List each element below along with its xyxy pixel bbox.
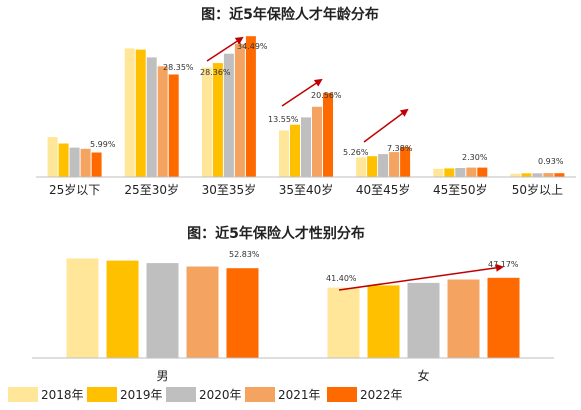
age-data-label-5.26: 5.26% xyxy=(343,148,369,157)
age-x-tick: 30至35岁 xyxy=(202,182,257,197)
age-bar-2-2 xyxy=(223,53,234,178)
age-bar-1-0 xyxy=(124,48,135,178)
age-trend-arrow-35-40 xyxy=(281,78,323,107)
age-data-label-34.49: 34.49% xyxy=(237,42,268,51)
age-bar-0-2 xyxy=(69,147,80,177)
gender-data-label-52.83: 52.83% xyxy=(229,250,260,259)
gender-bar-1-4 xyxy=(487,277,520,358)
age-bar-3-1 xyxy=(290,124,300,177)
age-data-label-2.30: 2.30% xyxy=(462,153,488,162)
age-bar-4-1 xyxy=(367,156,378,177)
legend-swatch-2018年 xyxy=(8,387,38,402)
age-bar-2-3 xyxy=(234,43,245,178)
age-bar-4-0 xyxy=(356,157,367,177)
age-bar-1-4 xyxy=(168,74,179,177)
gender-bar-0-0 xyxy=(66,258,99,358)
age-data-label-5.99: 5.99% xyxy=(90,140,116,149)
age-bar-5-4 xyxy=(477,167,488,177)
age-bar-0-3 xyxy=(80,148,91,177)
age-bar-4-2 xyxy=(378,154,389,177)
age-chart-title: 图：近5年保险人才年龄分布 xyxy=(201,6,379,23)
age-bar-5-0 xyxy=(433,168,444,177)
age-bar-0-0 xyxy=(47,137,58,177)
age-bar-2-4 xyxy=(245,36,256,178)
gender-bar-0-2 xyxy=(146,263,179,358)
gender-data-label-41.40: 41.40% xyxy=(326,274,357,283)
age-bar-1-2 xyxy=(146,57,157,177)
age-bar-6-2 xyxy=(532,173,543,177)
gender-bar-0-1 xyxy=(106,260,139,358)
legend-swatch-2021年 xyxy=(245,387,275,402)
legend-swatch-2020年 xyxy=(166,387,196,402)
age-bar-6-0 xyxy=(510,173,521,177)
gender-chart-plot: 男女 xyxy=(32,258,554,383)
gender-bar-1-2 xyxy=(407,282,440,358)
age-data-label-7.38: 7.38% xyxy=(387,144,413,153)
gender-trend-arrow xyxy=(338,263,504,291)
age-bar-5-2 xyxy=(455,168,466,177)
age-bar-3-4 xyxy=(323,93,333,177)
age-chart-data-labels: 5.99% 28.35% 28.36% 34.49% 13.55% 20.56%… xyxy=(90,42,564,166)
gender-bar-0-4 xyxy=(226,268,259,358)
age-bar-2-1 xyxy=(212,63,223,177)
age-data-label-0.93: 0.93% xyxy=(538,157,564,166)
age-data-label-20.56: 20.56% xyxy=(311,91,342,100)
age-chart-plot: 25岁以下 25至30岁 30至35岁 35至40岁 40至45岁 45至50岁 50岁以上 xyxy=(36,36,576,197)
age-bar-4-3 xyxy=(389,152,400,177)
age-bar-1-1 xyxy=(135,49,146,177)
age-bar-0-4 xyxy=(91,152,102,177)
legend-label-2018年: 2018年 xyxy=(41,388,84,402)
legend: 2018年 2019年 2020年 2021年 2022年 xyxy=(8,387,403,402)
age-bar-0-1 xyxy=(58,143,69,177)
age-data-label-13.55: 13.55% xyxy=(268,115,299,124)
gender-chart-data-labels: 52.83% 41.40% 47.17% xyxy=(229,250,519,283)
age-bar-6-3 xyxy=(543,173,554,177)
age-x-tick: 35至40岁 xyxy=(279,182,334,197)
legend-label-2021年: 2021年 xyxy=(278,388,321,402)
age-x-tick: 40至45岁 xyxy=(356,182,411,197)
age-bar-6-1 xyxy=(521,173,532,177)
gender-bar-0-3 xyxy=(186,266,219,358)
gender-bar-1-1 xyxy=(367,285,400,358)
age-x-tick: 25至30岁 xyxy=(124,182,179,197)
age-trend-arrow-40-45 xyxy=(363,108,409,143)
legend-swatch-2019年 xyxy=(87,387,117,402)
gender-chart-title: 图：近5年保险人才性别分布 xyxy=(187,225,365,242)
gender-x-tick: 女 xyxy=(417,368,429,383)
gender-bar-1-0 xyxy=(327,287,360,358)
age-x-tick: 45至50岁 xyxy=(433,182,488,197)
age-bar-3-2 xyxy=(301,117,311,177)
legend-swatch-2022年 xyxy=(327,387,357,402)
age-bar-5-3 xyxy=(466,167,477,177)
gender-x-tick: 男 xyxy=(156,369,168,383)
age-trend-arrow-30-35 xyxy=(206,36,244,62)
age-bar-3-3 xyxy=(312,106,322,177)
legend-label-2019年: 2019年 xyxy=(120,388,163,402)
age-bar-4-4 xyxy=(400,146,411,177)
age-data-label-28.35: 28.35% xyxy=(163,63,194,72)
age-bar-1-3 xyxy=(157,66,168,177)
gender-bar-1-3 xyxy=(447,279,480,358)
age-x-tick: 25岁以下 xyxy=(49,182,100,197)
age-x-tick: 50岁以上 xyxy=(512,182,563,197)
age-bar-6-4 xyxy=(554,173,565,177)
age-data-label-28.36: 28.36% xyxy=(200,68,231,77)
age-bar-5-1 xyxy=(444,168,455,177)
age-bar-2-0 xyxy=(201,67,212,177)
age-bar-3-0 xyxy=(279,130,289,177)
legend-label-2020年: 2020年 xyxy=(199,388,242,402)
legend-label-2022年: 2022年 xyxy=(360,388,403,402)
